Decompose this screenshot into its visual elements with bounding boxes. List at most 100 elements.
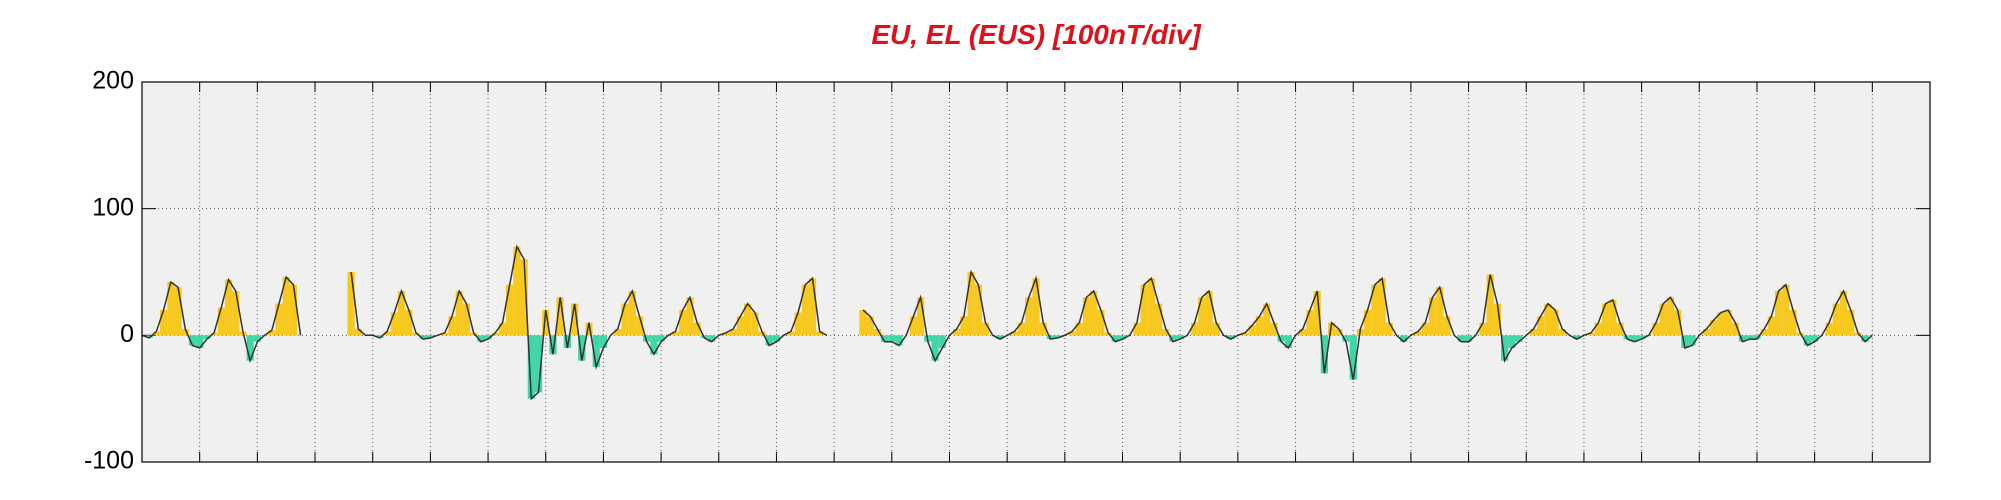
positive-area: [275, 303, 283, 336]
negative-area: [772, 335, 781, 342]
negative-area: [188, 335, 197, 346]
negative-area: [888, 335, 896, 342]
negative-area: [1320, 335, 1328, 374]
negative-area: [477, 335, 485, 342]
negative-area: [1861, 335, 1869, 342]
negative-area: [376, 335, 384, 338]
positive-area: [1774, 291, 1783, 336]
negative-area: [1457, 335, 1465, 342]
negative-area: [657, 335, 665, 342]
positive-area: [520, 259, 528, 336]
positive-area: [1306, 310, 1314, 336]
y-tick-label: -100: [84, 447, 134, 475]
positive-area: [1414, 331, 1422, 336]
positive-area: [1378, 278, 1386, 336]
negative-area: [1349, 335, 1357, 380]
positive-area: [1710, 320, 1718, 336]
positive-area: [1529, 329, 1538, 336]
positive-area: [1609, 299, 1617, 336]
positive-area: [462, 303, 471, 336]
positive-area: [1659, 303, 1667, 336]
negative-area: [599, 335, 608, 348]
positive-area: [491, 332, 499, 336]
positive-area: [1335, 329, 1343, 336]
positive-area: [354, 329, 362, 336]
positive-area: [960, 316, 968, 336]
positive-area: [506, 284, 514, 336]
positive-area: [289, 284, 298, 336]
positive-area: [1652, 322, 1660, 336]
negative-area: [938, 335, 946, 348]
positive-area: [167, 282, 175, 336]
positive-area: [383, 331, 391, 336]
negative-area: [1169, 335, 1177, 342]
positive-area: [556, 297, 564, 336]
positive-area: [758, 331, 766, 336]
positive-area: [1601, 303, 1610, 336]
positive-area: [909, 316, 918, 336]
positive-area: [224, 279, 233, 336]
positive-area: [1616, 322, 1624, 336]
negative-area: [563, 335, 571, 348]
positive-area: [866, 316, 874, 336]
y-tick-label: 100: [92, 193, 134, 221]
positive-area: [1097, 310, 1105, 336]
positive-area: [693, 322, 701, 336]
negative-area: [1464, 335, 1473, 342]
positive-area: [1782, 284, 1790, 336]
negative-area: [578, 335, 586, 361]
positive-area: [1486, 274, 1494, 336]
positive-area: [347, 272, 355, 336]
negative-area: [145, 335, 153, 338]
positive-area: [405, 310, 413, 336]
positive-area: [744, 303, 752, 336]
negative-area: [484, 335, 492, 340]
negative-area: [1118, 335, 1127, 340]
chart-title: EU, EL (EUS) [100nT/div]: [871, 19, 1202, 50]
positive-area: [470, 332, 478, 336]
negative-area: [1277, 335, 1285, 342]
positive-area: [1767, 316, 1775, 336]
positive-area: [390, 312, 398, 336]
positive-area: [1854, 332, 1862, 336]
positive-area: [1255, 316, 1264, 336]
positive-area: [1428, 297, 1437, 336]
positive-area: [628, 291, 636, 336]
positive-area: [1421, 322, 1429, 336]
positive-area: [1537, 316, 1545, 336]
negative-area: [1400, 335, 1408, 342]
positive-area: [1205, 291, 1213, 336]
positive-area: [1789, 310, 1797, 336]
positive-area: [1082, 297, 1091, 336]
positive-area: [635, 316, 644, 336]
positive-area: [174, 287, 182, 336]
positive-area: [1248, 325, 1256, 336]
positive-area: [751, 312, 759, 336]
positive-area: [614, 329, 622, 336]
positive-area: [1270, 322, 1278, 336]
negative-area: [1738, 335, 1747, 342]
positive-area: [671, 331, 680, 336]
positive-area: [1299, 329, 1307, 336]
positive-area: [1147, 278, 1155, 336]
positive-area: [1558, 329, 1566, 336]
positive-area: [974, 284, 982, 336]
positive-area: [1162, 329, 1170, 336]
negative-area: [1638, 335, 1646, 340]
negative-area: [253, 335, 261, 342]
negative-area: [1753, 335, 1761, 340]
positive-area: [816, 331, 824, 336]
positive-area: [570, 303, 579, 336]
positive-area: [917, 297, 925, 336]
y-tick-label: 0: [120, 320, 134, 348]
positive-area: [787, 331, 795, 336]
positive-area: [1327, 322, 1336, 336]
negative-area: [1515, 335, 1523, 342]
positive-area: [448, 316, 456, 336]
negative-area: [203, 335, 211, 340]
positive-area: [801, 284, 809, 336]
negative-area: [1681, 335, 1689, 348]
positive-area: [1594, 322, 1602, 336]
positive-area: [953, 329, 961, 336]
positive-area: [1371, 284, 1379, 336]
